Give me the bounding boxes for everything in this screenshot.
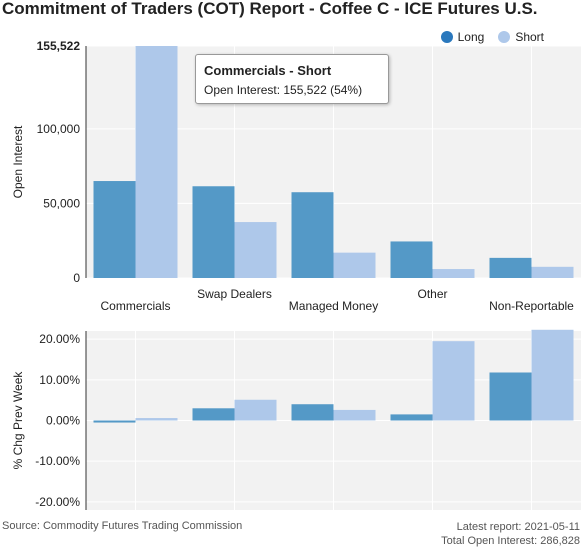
bar-long-managed-money xyxy=(291,192,334,278)
bar-long-non-reportable xyxy=(489,372,532,421)
x-category-label: Non-Reportable xyxy=(489,299,574,313)
y-tick-label: -20.00% xyxy=(35,495,80,509)
legend-short-label: Short xyxy=(515,30,544,44)
bar-short-non-reportable xyxy=(531,266,574,278)
tooltip-body: Open Interest: 155,522 (54%) xyxy=(204,83,363,97)
total-open-interest: Total Open Interest: 286,828 xyxy=(441,535,580,547)
bar-short-managed-money xyxy=(333,252,376,278)
bar-short-other xyxy=(432,341,475,421)
bar-short-swap-dealers xyxy=(234,399,277,421)
bar-short-commercials xyxy=(135,418,178,421)
legend-long-label: Long xyxy=(457,30,485,44)
x-category-label: Swap Dealers xyxy=(197,287,272,301)
bar-long-swap-dealers xyxy=(192,408,235,421)
report-info: Latest report: 2021-05-11 Total Open Int… xyxy=(441,520,580,548)
bar-long-commercials xyxy=(93,420,136,423)
bar-long-other xyxy=(390,241,433,278)
tooltip: Commercials - Short Open Interest: 155,5… xyxy=(195,54,389,104)
bar-short-other xyxy=(432,269,475,278)
y-axis-label: Open Interest xyxy=(11,125,25,198)
y-tick-label: 155,522 xyxy=(37,39,81,53)
latest-report: Latest report: 2021-05-11 xyxy=(456,521,580,533)
y-tick-label: 50,000 xyxy=(43,196,80,210)
y-axis-label: % Chg Prev Week xyxy=(11,371,25,470)
bar-long-other xyxy=(390,414,433,421)
x-category-label: Commercials xyxy=(100,299,170,313)
x-category-label: Managed Money xyxy=(289,299,378,313)
bar-short-managed-money xyxy=(333,409,376,421)
y-tick-label: 10.00% xyxy=(39,373,80,387)
chart-title: Commitment of Traders (COT) Report - Cof… xyxy=(2,0,538,18)
bar-long-swap-dealers xyxy=(192,186,235,278)
bar-long-managed-money xyxy=(291,404,334,421)
bar-short-non-reportable xyxy=(531,329,574,421)
y-tick-label: 100,000 xyxy=(37,122,81,136)
y-tick-label: -10.00% xyxy=(35,454,80,468)
bar-long-non-reportable xyxy=(489,257,532,278)
legend-item-short[interactable]: Short xyxy=(498,30,544,44)
legend-item-long[interactable]: Long xyxy=(440,30,485,44)
legend: Long Short xyxy=(440,30,544,44)
y-tick-label: 20.00% xyxy=(39,332,80,346)
bar-short-swap-dealers xyxy=(234,222,277,278)
legend-short-swatch xyxy=(498,31,511,43)
source-note: Source: Commodity Futures Trading Commis… xyxy=(2,520,243,532)
y-tick-label: 0 xyxy=(73,271,80,285)
legend-long-swatch xyxy=(440,31,453,43)
x-category-label: Other xyxy=(417,287,447,301)
bar-short-commercials xyxy=(135,46,178,278)
tooltip-title: Commercials - Short xyxy=(204,63,332,78)
y-tick-label: 0.00% xyxy=(46,414,80,428)
bar-long-commercials xyxy=(93,181,136,278)
